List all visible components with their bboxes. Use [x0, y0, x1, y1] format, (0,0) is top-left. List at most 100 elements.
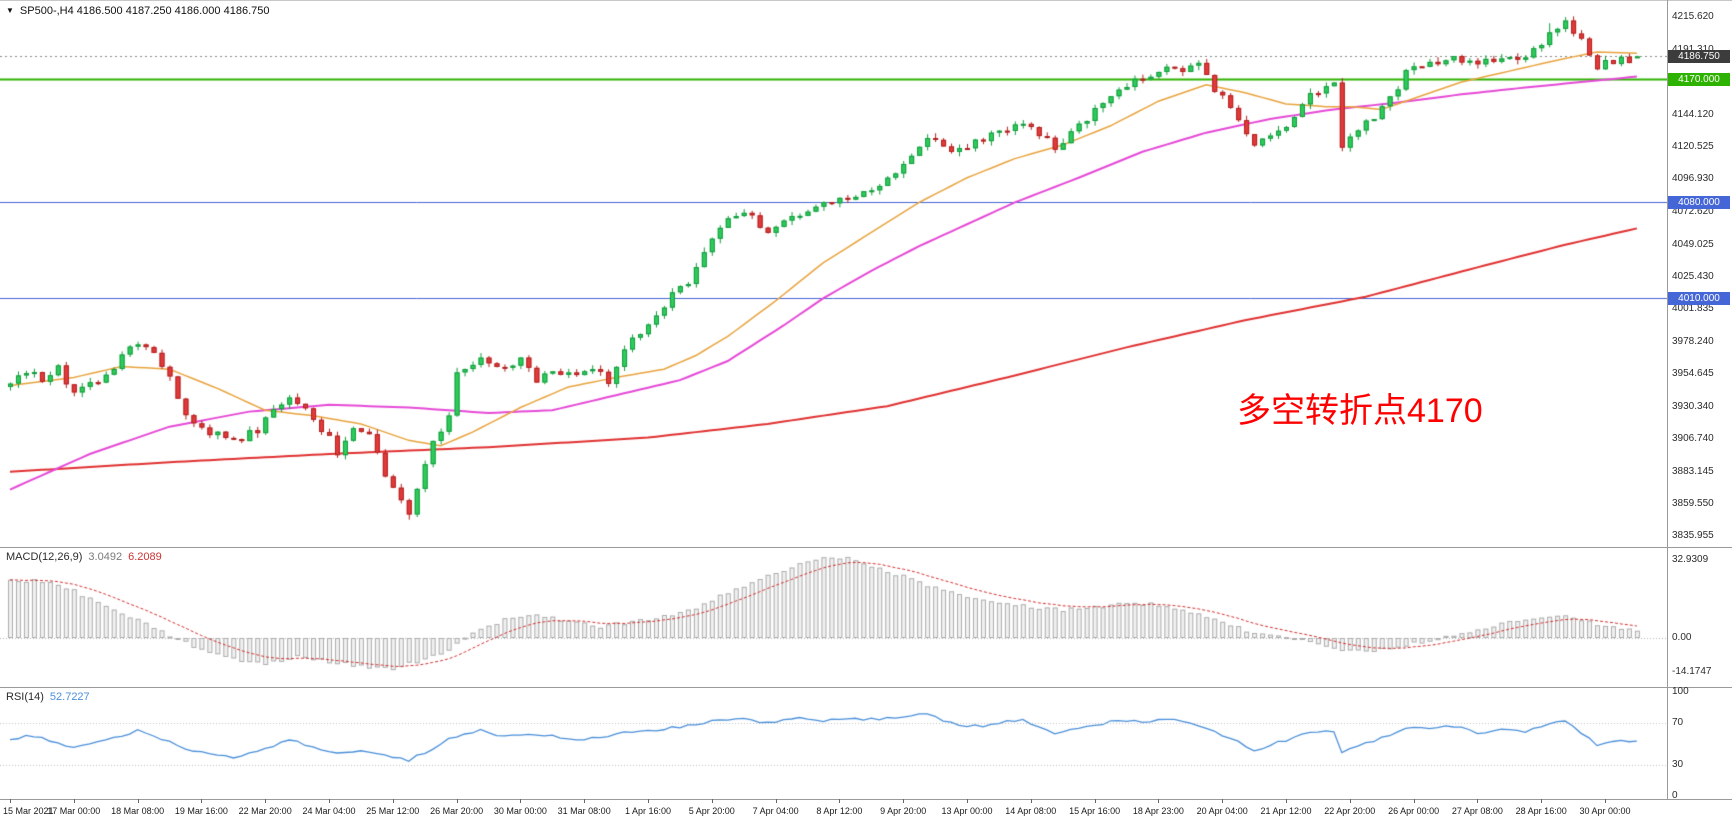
price-axis-divider: [1667, 0, 1668, 799]
time-tick-mark: [1541, 799, 1543, 803]
time-tick-mark: [73, 799, 75, 803]
time-axis-divider: [0, 799, 1732, 800]
time-tick-mark: [967, 799, 968, 803]
price-axis-label: 3906.740: [1672, 433, 1714, 445]
time-axis-label: 1 Apr 16:00: [624, 806, 672, 816]
time-tick-mark: [456, 799, 458, 803]
price-axis-label: 4191.310: [1672, 44, 1714, 55]
time-axis-label: 15 Apr 16:00: [1069, 806, 1121, 816]
time-tick-mark: [1477, 799, 1479, 803]
time-axis-label: 30 Apr 00:00: [1579, 806, 1631, 816]
time-tick-mark: [711, 799, 713, 803]
time-axis-label: 26 Apr 00:00: [1388, 806, 1440, 816]
time-tick-mark: [584, 799, 586, 803]
time-tick-mark: [1094, 799, 1096, 803]
time-axis-label: 21 Apr 12:00: [1260, 806, 1312, 816]
price-axis-label: 3883.145: [1672, 465, 1714, 477]
time-axis-label: 17 Mar 00:00: [47, 806, 101, 816]
rsi-name: RSI(14): [6, 691, 44, 703]
time-tick-mark: [392, 799, 394, 803]
time-axis-label: 13 Apr 00:00: [941, 806, 993, 816]
price-axis[interactable]: 4215.620 4191.310 4144.120 4120.525 4096.930…: [1667, 0, 1732, 801]
time-tick-mark: [137, 799, 139, 803]
macd-canvas[interactable]: [0, 548, 1667, 686]
time-axis-label: 22 Apr 20:00: [1324, 806, 1376, 816]
time-axis-label: 18 Mar 08:00: [111, 806, 165, 816]
price-axis-label: 4215.620: [1672, 10, 1714, 22]
price-axis-label: 4001.835: [1672, 303, 1714, 315]
symbol-menu-arrow-icon[interactable]: ▼: [6, 6, 14, 15]
rsi-axis-label: 30: [1672, 758, 1684, 770]
macd-name: MACD(12,26,9): [6, 551, 83, 563]
time-axis-label: 28 Apr 16:00: [1515, 806, 1567, 816]
price-axis-label: 4144.120: [1672, 108, 1714, 120]
time-axis-label: 22 Mar 20:00: [238, 806, 292, 816]
time-tick-mark: [201, 799, 203, 803]
rsi-axis-label: 100: [1672, 686, 1689, 697]
time-axis-label: 26 Mar 20:00: [430, 806, 484, 816]
time-axis-label: 24 Mar 04:00: [302, 806, 356, 816]
time-axis-label: 18 Apr 23:00: [1132, 806, 1184, 816]
macd-axis-label: -14.1747: [1672, 665, 1712, 677]
time-axis-label: 20 Apr 04:00: [1196, 806, 1248, 816]
hline-price-tag: 4080.000: [1668, 196, 1730, 210]
time-tick-mark: [1158, 799, 1160, 803]
macd-label: MACD(12,26,9) 3.0492 6.2089: [6, 551, 162, 563]
time-tick-mark: [1222, 799, 1224, 803]
price-axis-label: 4120.525: [1672, 140, 1714, 152]
rsi-canvas[interactable]: [0, 688, 1667, 798]
time-axis-label: 7 Apr 04:00: [752, 806, 799, 816]
time-tick-mark: [648, 799, 649, 803]
price-canvas[interactable]: [0, 0, 1667, 547]
time-axis-label: 25 Mar 12:00: [366, 806, 420, 816]
time-axis-label: 5 Apr 20:00: [688, 806, 735, 816]
price-axis-label: 4025.430: [1672, 271, 1714, 282]
time-axis-label: 8 Apr 12:00: [816, 806, 863, 816]
macd-axis-label: 32.9309: [1672, 553, 1709, 565]
symbol-ohlc-header: ▼ SP500-,H4 4186.500 4187.250 4186.000 4…: [6, 5, 269, 17]
time-tick-mark: [839, 799, 841, 803]
time-axis-label: 9 Apr 20:00: [880, 806, 927, 816]
time-axis-label: 19 Mar 16:00: [174, 806, 228, 816]
macd-axis-label: 0.00: [1672, 632, 1692, 643]
rsi-value: 52.7227: [49, 691, 90, 703]
macd-signal-value: 6.2089: [128, 551, 162, 563]
annotation: 多空转折点4170: [1237, 392, 1483, 430]
time-axis-label: 30 Mar 00:00: [493, 806, 547, 816]
time-tick-mark: [520, 799, 522, 803]
time-tick-mark: [1349, 799, 1351, 803]
hline-price-tag: 4170.000: [1668, 73, 1730, 87]
rsi-axis-label: 0: [1672, 790, 1678, 801]
time-axis-label: 14 Apr 08:00: [1005, 806, 1057, 816]
rsi-axis-label: 70: [1672, 717, 1684, 729]
rsi-label: RSI(14) 52.7227: [6, 691, 90, 703]
hline-price-tag: 4010.000: [1668, 292, 1730, 306]
price-axis-label: 3978.240: [1672, 335, 1714, 347]
time-tick-mark: [1286, 799, 1287, 803]
time-axis-label: 15 Mar 2021: [3, 806, 54, 816]
price-axis-label: 4049.025: [1672, 238, 1714, 250]
time-axis[interactable]: 15 Mar 2021 17 Mar 00:00 18 Mar 08:00 19 Ma…: [0, 799, 1732, 825]
symbol-ohlc-text: SP500-,H4 4186.500 4187.250 4186.000 418…: [19, 5, 270, 17]
time-tick-mark: [265, 799, 267, 803]
time-tick-mark: [1413, 799, 1415, 803]
macd-main-value: 3.0492: [88, 551, 123, 563]
time-axis-label: 31 Mar 08:00: [557, 806, 611, 816]
time-axis-label: 27 Apr 08:00: [1451, 806, 1503, 816]
price-axis-label: 4072.620: [1672, 206, 1714, 218]
price-axis-label: 4096.930: [1672, 173, 1714, 185]
panel-divider-macd[interactable]: [0, 547, 1732, 548]
time-tick-mark: [10, 799, 11, 803]
price-axis-label: 3859.550: [1672, 497, 1714, 509]
current-price-tag: 4186.750: [1668, 50, 1730, 64]
time-tick-mark: [1605, 799, 1606, 803]
time-tick-mark: [775, 799, 777, 803]
price-axis-label: 3930.340: [1672, 401, 1714, 413]
price-axis-label: 3954.645: [1672, 367, 1714, 379]
panel-divider-rsi[interactable]: [0, 687, 1732, 688]
time-tick-mark: [1030, 799, 1032, 803]
time-tick-mark: [903, 799, 905, 803]
price-axis-label: 3835.955: [1672, 530, 1714, 542]
time-tick-mark: [329, 799, 330, 803]
